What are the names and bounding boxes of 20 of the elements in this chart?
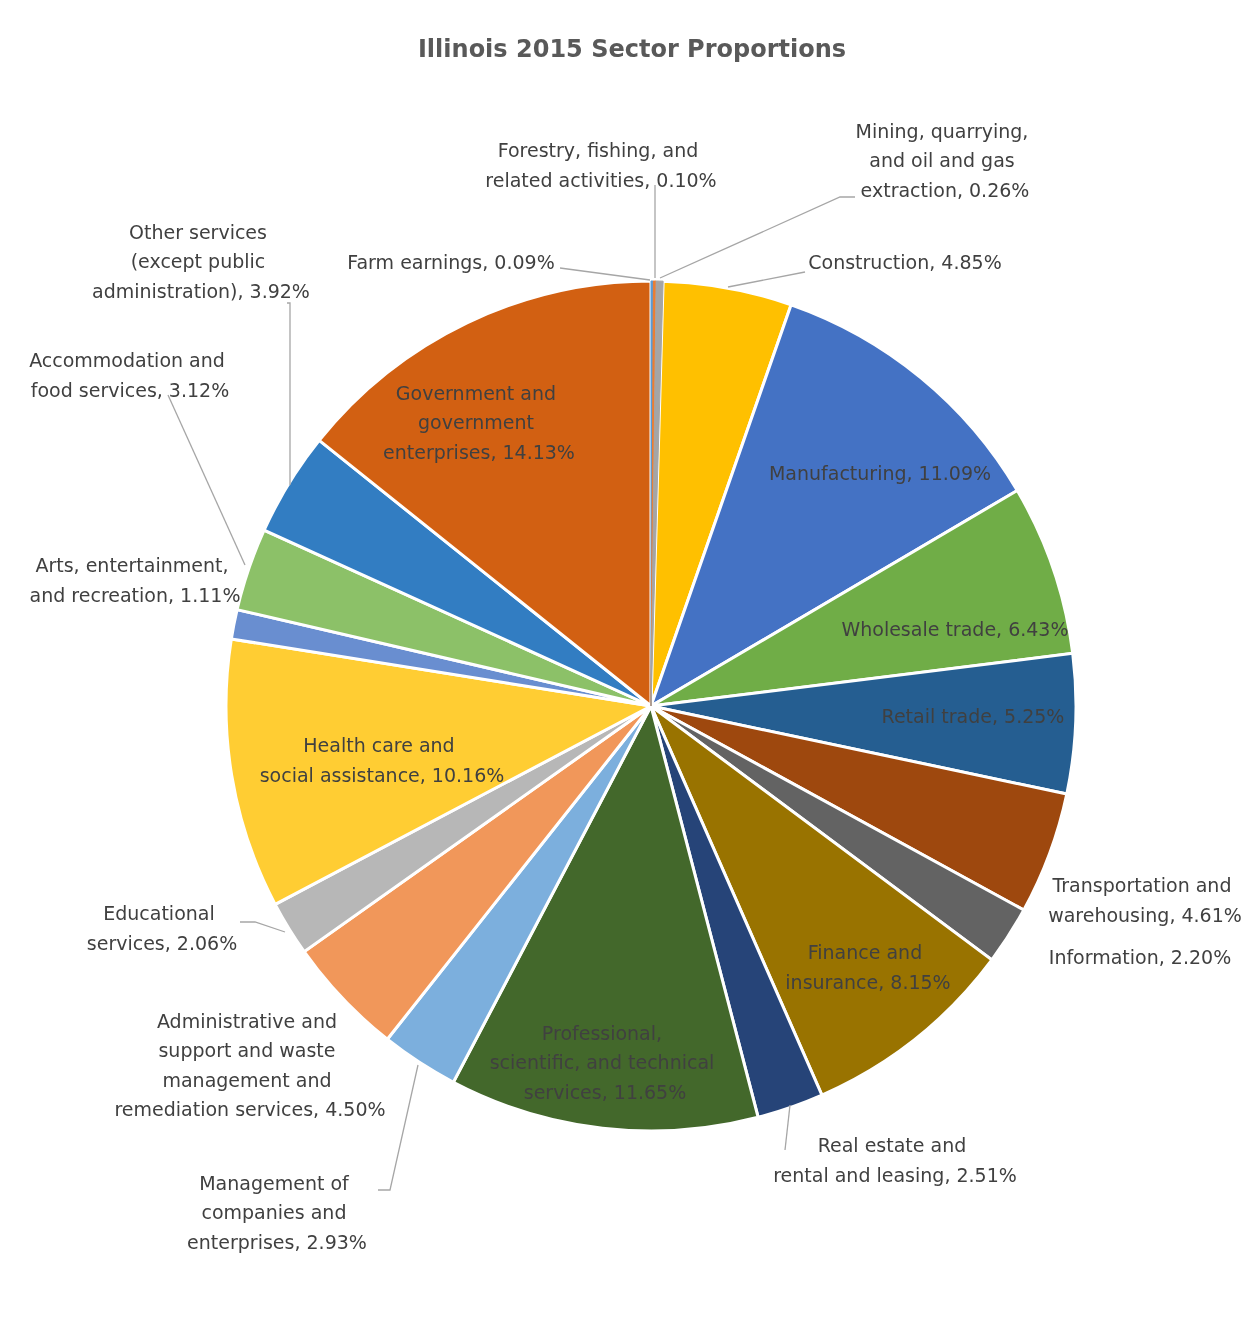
- slice-label: Arts, entertainment, and recreation, 1.11%: [29, 554, 241, 606]
- slice-label: Management of companies and enterprises, 2.93%: [187, 1171, 367, 1253]
- slice-label: Manufacturing, 11.09%: [768, 462, 992, 484]
- slice-label: Real estate and rental and leasing, 2.51%: [773, 1134, 1017, 1186]
- slice-label: Finance and insurance, 8.15%: [785, 941, 951, 993]
- slice-label: Information, 2.20%: [1048, 946, 1232, 968]
- slice-label: Government and government enterprises, 14.13%: [383, 381, 575, 463]
- slice-label: Construction, 4.85%: [808, 251, 1002, 273]
- slice-label: Educational services, 2.06%: [86, 902, 238, 954]
- slice-label: Mining, quarrying, and oil and gas extraction, 0.26%: [855, 119, 1035, 201]
- slice-label: Health care and social assistance, 10.16%: [259, 734, 505, 786]
- slice-label: Retail trade, 5.25%: [881, 705, 1065, 727]
- chart-title: Illinois 2015 Sector Proportions: [417, 35, 847, 63]
- slice-label: Accommodation and food services, 3.12%: [29, 349, 231, 401]
- slice-label: Wholesale trade, 6.43%: [841, 618, 1069, 640]
- slice-label: Forestry, fishing, and related activities, 0.10%: [485, 139, 717, 191]
- slice-label: Administrative and support and waste management and remediation services, 4.50%: [114, 1009, 386, 1121]
- slice-label: Other services (except public administration), 3.92%: [92, 220, 310, 302]
- slice-label: Transportation and warehousing, 4.61%: [1048, 874, 1242, 926]
- slice-label: Farm earnings, 0.09%: [347, 251, 555, 273]
